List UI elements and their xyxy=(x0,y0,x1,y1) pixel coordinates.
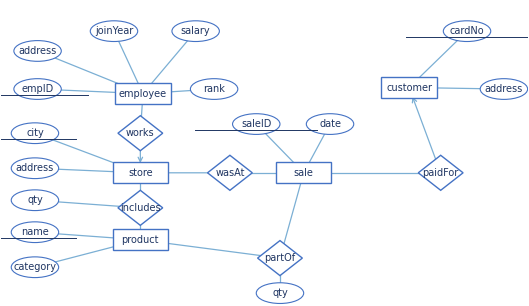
FancyBboxPatch shape xyxy=(115,83,171,104)
Text: customer: customer xyxy=(386,83,432,92)
Polygon shape xyxy=(118,190,163,225)
Ellipse shape xyxy=(172,21,220,42)
Ellipse shape xyxy=(11,158,59,179)
Text: city: city xyxy=(26,128,44,138)
Text: salary: salary xyxy=(181,26,211,36)
Text: employee: employee xyxy=(119,89,167,99)
FancyBboxPatch shape xyxy=(113,230,168,250)
Ellipse shape xyxy=(233,114,280,134)
Text: name: name xyxy=(21,227,49,237)
Text: address: address xyxy=(16,163,54,173)
Text: store: store xyxy=(128,168,153,178)
Text: empID: empID xyxy=(22,84,54,94)
Ellipse shape xyxy=(443,21,491,42)
Text: joinYear: joinYear xyxy=(95,26,133,36)
FancyBboxPatch shape xyxy=(113,162,168,183)
Ellipse shape xyxy=(480,79,527,99)
Text: product: product xyxy=(122,235,159,245)
Ellipse shape xyxy=(256,283,304,304)
Text: saleID: saleID xyxy=(241,119,271,129)
Polygon shape xyxy=(207,155,252,190)
Text: address: address xyxy=(485,84,523,94)
FancyBboxPatch shape xyxy=(276,162,331,183)
Ellipse shape xyxy=(11,123,59,144)
Ellipse shape xyxy=(11,257,59,278)
Text: paidFor: paidFor xyxy=(423,168,459,178)
Text: works: works xyxy=(126,128,154,138)
Text: partOf: partOf xyxy=(264,253,296,263)
Polygon shape xyxy=(418,155,463,190)
Polygon shape xyxy=(258,241,303,276)
Ellipse shape xyxy=(90,21,138,42)
Ellipse shape xyxy=(11,222,59,243)
Text: address: address xyxy=(19,46,57,56)
Polygon shape xyxy=(118,116,163,151)
Text: cardNo: cardNo xyxy=(450,26,485,36)
Ellipse shape xyxy=(11,190,59,211)
Ellipse shape xyxy=(306,114,354,134)
Text: qty: qty xyxy=(27,195,43,205)
FancyBboxPatch shape xyxy=(381,77,437,98)
Ellipse shape xyxy=(14,41,61,61)
Text: sale: sale xyxy=(294,168,314,178)
Text: date: date xyxy=(319,119,341,129)
Text: wasAt: wasAt xyxy=(215,168,244,178)
Text: category: category xyxy=(13,262,57,272)
Text: qty: qty xyxy=(272,288,288,298)
Text: rank: rank xyxy=(203,84,225,94)
Ellipse shape xyxy=(190,79,238,99)
Ellipse shape xyxy=(14,79,61,99)
Text: includes: includes xyxy=(120,203,161,213)
